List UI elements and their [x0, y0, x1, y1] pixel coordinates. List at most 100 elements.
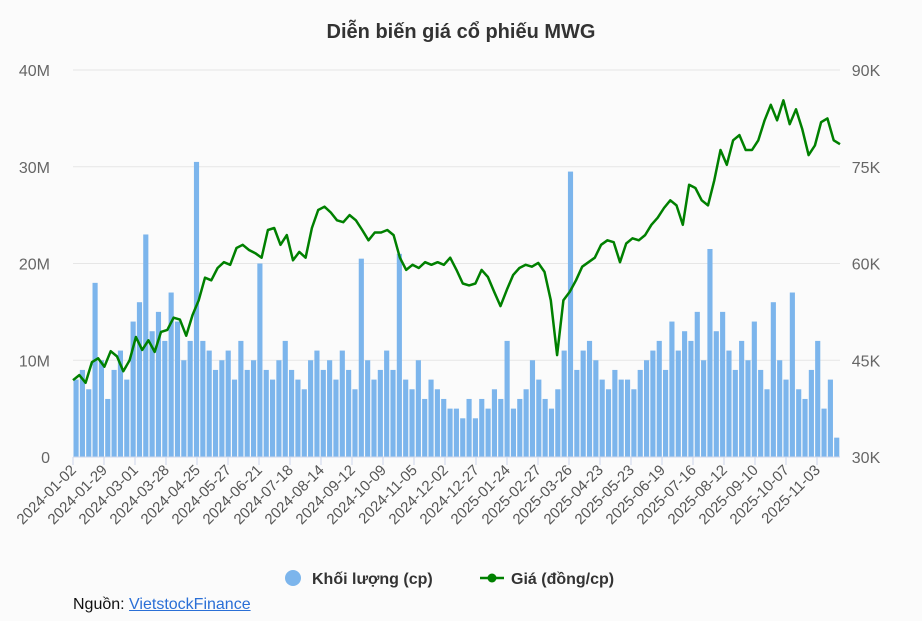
volume-bar — [124, 379, 130, 457]
volume-bar — [808, 369, 814, 457]
volume-bar — [206, 350, 212, 457]
volume-bar — [574, 369, 580, 457]
volume-bar — [479, 398, 485, 457]
volume-bar — [827, 379, 833, 457]
y-right-tick-label: 45K — [852, 353, 881, 370]
volume-bar — [415, 360, 421, 457]
volume-bar — [270, 379, 276, 457]
volume-bar — [586, 340, 593, 457]
volume-bar — [523, 389, 529, 457]
volume-bar — [162, 340, 168, 457]
volume-bar — [92, 282, 98, 457]
volume-bar — [168, 292, 174, 457]
volume-bar — [834, 437, 840, 457]
volume-bar — [263, 369, 269, 457]
volume-bar — [491, 389, 498, 457]
volume-bar — [174, 321, 181, 457]
volume-bar — [745, 360, 751, 457]
volume-bar — [117, 350, 124, 457]
volume-bar — [384, 350, 390, 457]
volume-bar — [225, 350, 231, 457]
volume-bar — [187, 340, 193, 457]
volume-bar — [136, 302, 143, 457]
source-link[interactable]: VietstockFinance — [129, 596, 251, 613]
volume-bar — [612, 369, 618, 457]
volume-bar — [130, 321, 136, 457]
volume-bar — [720, 311, 726, 457]
volume-bar — [301, 389, 307, 457]
volume-bar — [371, 379, 377, 457]
volume-bar — [485, 408, 491, 457]
volume-bar — [111, 369, 117, 457]
y-right-tick-label: 60K — [852, 257, 881, 274]
volume-bar — [656, 340, 662, 457]
volume-bar — [694, 311, 700, 457]
volume-bar — [212, 369, 219, 457]
volume-bar — [289, 369, 295, 457]
volume-bar — [701, 360, 707, 457]
volume-bar — [422, 398, 428, 457]
y-right-tick-label: 90K — [852, 63, 881, 80]
volume-bar — [821, 408, 827, 457]
volume-bar — [663, 369, 669, 457]
volume-bar — [472, 418, 478, 457]
volume-bar — [548, 408, 555, 457]
volume-bar — [434, 389, 440, 457]
y-left-tick-label: 0 — [41, 450, 50, 467]
volume-bar — [580, 350, 586, 457]
volume-bar — [320, 369, 326, 457]
volume-bar — [282, 340, 288, 457]
volume-bar — [339, 350, 345, 457]
volume-bar — [707, 248, 713, 457]
volume-bar — [770, 302, 776, 457]
volume-bar — [238, 340, 244, 457]
volume-bar — [86, 389, 92, 457]
legend-price-marker — [487, 573, 497, 583]
volume-bar — [504, 340, 510, 457]
volume-bar — [377, 369, 383, 457]
volume-bar — [796, 389, 802, 457]
legend-item-price[interactable]: Giá (đồng/cp) — [480, 571, 614, 588]
volume-bar — [713, 331, 719, 457]
volume-bar — [783, 379, 789, 457]
volume-bar — [567, 171, 574, 457]
y-right-tick-label: 75K — [852, 160, 881, 177]
volume-bar — [257, 263, 263, 457]
volume-bar — [155, 311, 162, 457]
volume-bar — [688, 340, 694, 457]
volume-bar — [682, 331, 688, 457]
volume-bar — [460, 418, 466, 457]
volume-bar — [498, 398, 504, 457]
volume-bar — [510, 408, 517, 457]
volume-bar — [650, 350, 656, 457]
legend-volume-marker — [285, 570, 301, 586]
volume-bar — [390, 369, 396, 457]
volume-bar — [79, 369, 85, 457]
volume-bar — [739, 340, 745, 457]
volume-bar — [365, 360, 371, 457]
volume-bar — [529, 360, 536, 457]
volume-bar — [637, 369, 643, 457]
volume-bar — [219, 360, 225, 457]
source-label: Nguồn: — [73, 596, 125, 613]
volume-bar — [447, 408, 453, 457]
volume-bar — [352, 389, 358, 457]
volume-bar — [599, 379, 605, 457]
legend-item-volume[interactable]: Khối lượng (cp) — [285, 570, 433, 588]
volume-bar — [631, 389, 637, 457]
volume-bar — [244, 369, 250, 457]
volume-bar — [669, 321, 675, 457]
volume-bar — [308, 360, 314, 457]
volume-bar — [358, 258, 364, 457]
volume-bar — [593, 360, 599, 457]
volume-bar — [149, 331, 155, 457]
source-note: Nguồn: VietstockFinance — [73, 596, 251, 614]
volume-bar — [624, 379, 631, 457]
volume-bar — [105, 398, 111, 457]
volume-bar — [98, 360, 104, 457]
volume-bar — [200, 340, 206, 457]
volume-bar — [409, 389, 415, 457]
volume-bar — [333, 379, 339, 457]
